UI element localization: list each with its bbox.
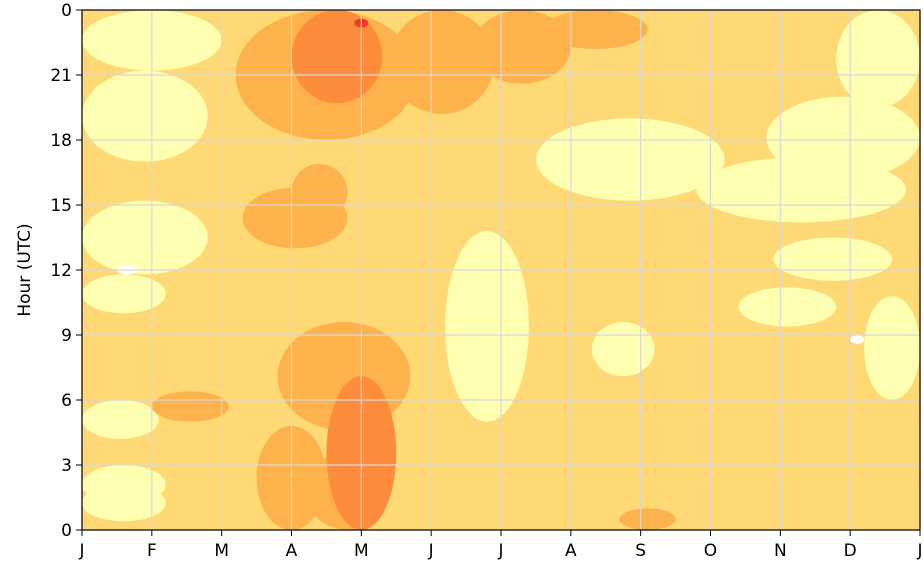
plot-area bbox=[81, 9, 921, 531]
heatmap-region bbox=[82, 465, 166, 504]
heatmap-region bbox=[82, 274, 166, 314]
heatmap-region bbox=[850, 335, 865, 344]
y-tick-label: 15 bbox=[50, 196, 72, 216]
x-tick-label: N bbox=[774, 541, 787, 561]
x-tick-label: A bbox=[286, 541, 298, 561]
heatmap-regions bbox=[82, 10, 920, 530]
heatmap-region bbox=[836, 10, 920, 108]
heatmap-region bbox=[542, 10, 648, 49]
x-tick-label: M bbox=[214, 541, 229, 561]
heatmap-region bbox=[738, 287, 837, 327]
y-tick-label: 3 bbox=[61, 456, 72, 476]
y-tick-label: 21 bbox=[50, 66, 72, 86]
x-tick-label: J bbox=[78, 541, 84, 561]
heatmap-level-1-regions bbox=[82, 10, 920, 522]
heatmap-region bbox=[766, 96, 920, 179]
x-tick-label: O bbox=[704, 541, 717, 561]
x-tick-label: D bbox=[844, 541, 857, 561]
x-tick-label: J bbox=[497, 541, 503, 561]
heatmap-region bbox=[151, 391, 229, 422]
heatmap-level-3-regions bbox=[151, 10, 676, 530]
heatmap-region bbox=[619, 508, 676, 530]
y-tick-label: 18 bbox=[50, 131, 72, 151]
heatmap-region bbox=[291, 10, 383, 104]
heatmap-region bbox=[82, 400, 159, 439]
y-tick-label: 12 bbox=[50, 261, 72, 281]
heatmap-region bbox=[389, 10, 495, 114]
y-axis: 0 3 6 9 12 15 18 21 0 bbox=[50, 1, 82, 541]
heatmap-region bbox=[591, 322, 655, 377]
x-tick-label: J bbox=[428, 541, 434, 561]
y-tick-label: 6 bbox=[61, 391, 72, 411]
x-tick-label: A bbox=[565, 541, 577, 561]
heatmap-region bbox=[864, 296, 920, 400]
heatmap-region bbox=[82, 70, 208, 162]
x-tick-label: S bbox=[635, 541, 646, 561]
y-tick-label: 0 bbox=[61, 1, 72, 21]
heatmap-region bbox=[535, 118, 725, 201]
y-tick-label: 0 bbox=[61, 521, 72, 541]
x-tick-label: M bbox=[354, 541, 369, 561]
heatmap-region bbox=[445, 231, 529, 422]
x-tick-label: J bbox=[916, 541, 922, 561]
y-tick-label: 9 bbox=[61, 326, 72, 346]
heatmap-region bbox=[82, 200, 208, 275]
y-axis-title: Hour (UTC) bbox=[15, 223, 35, 316]
x-tick-label: F bbox=[147, 541, 157, 561]
heatmap-region bbox=[773, 237, 893, 281]
heatmap-region bbox=[291, 163, 348, 221]
